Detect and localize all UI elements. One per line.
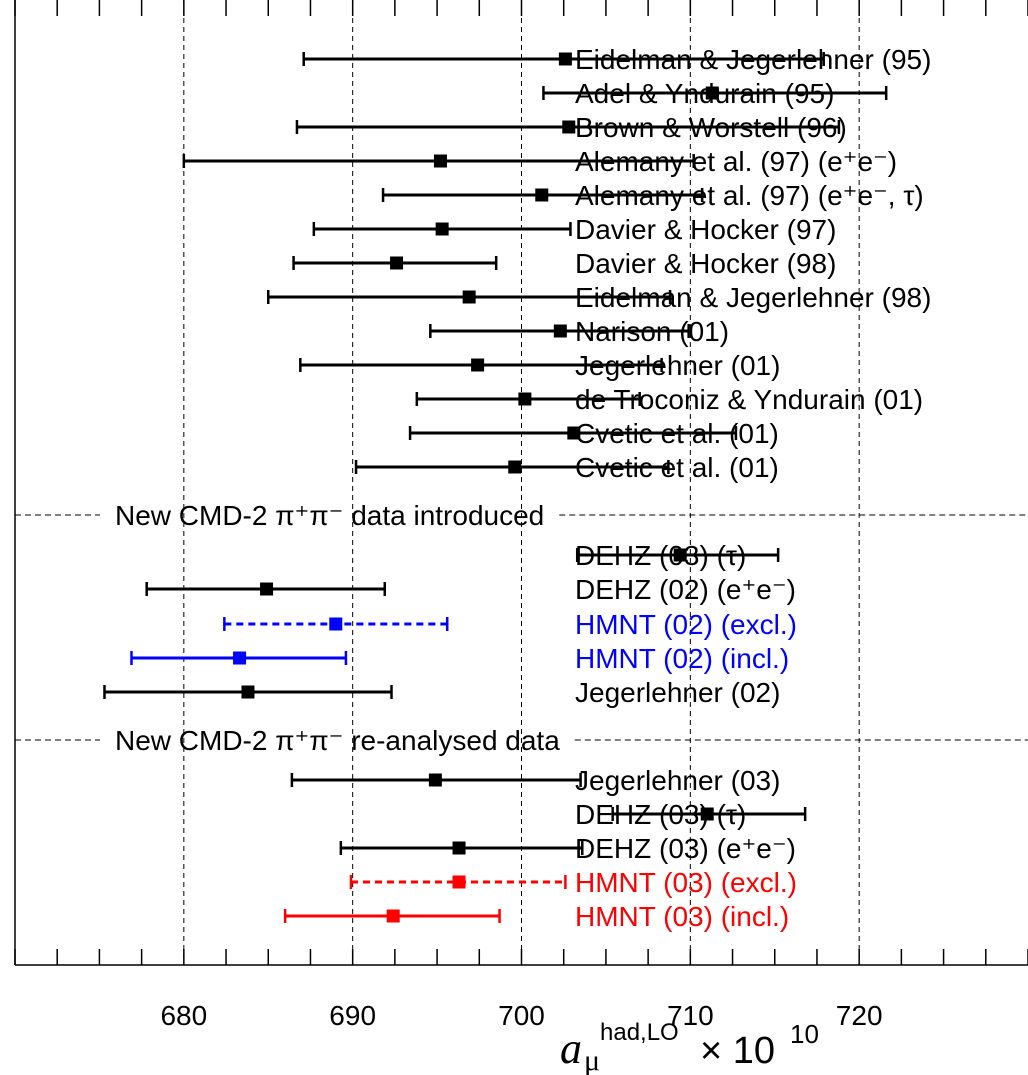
entry-label: Narison (01) bbox=[575, 316, 729, 347]
entry-label: Brown & Worstell (96) bbox=[575, 112, 847, 143]
entry-label: HMNT (02) (excl.) bbox=[575, 609, 797, 640]
entry-label: Eidelman & Jegerlehner (95) bbox=[575, 44, 931, 75]
x-tick-labels: 680 690 700 710 720 bbox=[160, 1000, 882, 1031]
data-point bbox=[452, 841, 466, 855]
entry-label: DEHZ (02) (e⁺e⁻) bbox=[575, 574, 796, 605]
data-point bbox=[386, 909, 400, 923]
data-marks bbox=[103, 52, 888, 923]
data-point bbox=[558, 52, 572, 66]
x-tick-label: 680 bbox=[160, 1000, 207, 1031]
axes bbox=[14, 0, 1028, 966]
data-point bbox=[700, 807, 714, 821]
data-point bbox=[435, 222, 449, 236]
entry-labels: Eidelman & Jegerlehner (95)Adel & Yndura… bbox=[575, 44, 931, 932]
entry-label: Alemany et al. (97) (e⁺e⁻) bbox=[575, 146, 897, 177]
x-tick-label: 700 bbox=[498, 1000, 545, 1031]
x-label-superscript: had,LO bbox=[600, 1019, 679, 1046]
entry-label: HMNT (02) (incl.) bbox=[575, 643, 789, 674]
data-point bbox=[260, 582, 274, 596]
entry-label: Cvetic et al. (01) bbox=[575, 452, 779, 483]
entry-label: HMNT (03) (excl.) bbox=[575, 867, 797, 898]
entry-label: Eidelman & Jegerlehner (98) bbox=[575, 282, 931, 313]
entry-label: DEHZ (03) (τ) bbox=[575, 799, 746, 830]
data-point bbox=[518, 392, 532, 406]
section-separators: New CMD-2 π⁺π⁻ data introduced New CMD-2 … bbox=[15, 500, 1028, 756]
data-point bbox=[508, 460, 522, 474]
data-point bbox=[241, 685, 255, 699]
x-label-subscript: μ bbox=[584, 1044, 600, 1075]
entry-label: Adel & Yndurain (95) bbox=[575, 78, 834, 109]
data-point bbox=[471, 358, 485, 372]
data-point bbox=[462, 290, 476, 304]
data-point bbox=[673, 548, 687, 562]
entry-label: Davier & Hocker (98) bbox=[575, 248, 836, 279]
x-label-times: × 10 bbox=[700, 1030, 775, 1072]
data-point bbox=[553, 324, 567, 338]
entry-label: Alemany et al. (97) (e⁺e⁻, τ) bbox=[575, 180, 924, 211]
x-tick-label: 710 bbox=[667, 1000, 714, 1031]
entry-label: Jegerlehner (01) bbox=[575, 350, 780, 381]
x-tick-label: 720 bbox=[836, 1000, 883, 1031]
entry-label: DEHZ (03) (e⁺e⁻) bbox=[575, 833, 796, 864]
entry-label: de Troconiz & Yndurain (01) bbox=[575, 384, 923, 415]
section-title: New CMD-2 π⁺π⁻ re-analysed data bbox=[115, 725, 560, 756]
data-point bbox=[535, 188, 549, 202]
entry-label: Jegerlehner (02) bbox=[575, 677, 780, 708]
section-title: New CMD-2 π⁺π⁻ data introduced bbox=[115, 500, 544, 531]
entry-label: Davier & Hocker (97) bbox=[575, 214, 836, 245]
data-point bbox=[329, 617, 343, 631]
grid-lines bbox=[183, 0, 860, 965]
entry-label: Jegerlehner (03) bbox=[575, 765, 780, 796]
entry-label: Cvetic et al. (01) bbox=[575, 418, 779, 449]
x-label-symbol: a bbox=[560, 1024, 582, 1073]
entry-label: DEHZ (03) (τ) bbox=[575, 540, 746, 571]
data-point bbox=[705, 86, 719, 100]
data-point bbox=[428, 773, 442, 787]
x-tick-label: 690 bbox=[329, 1000, 376, 1031]
data-point bbox=[452, 875, 466, 889]
data-point bbox=[567, 426, 581, 440]
entry-label: HMNT (03) (incl.) bbox=[575, 901, 789, 932]
data-point bbox=[233, 651, 247, 665]
data-point bbox=[562, 120, 576, 134]
x-label-exponent: 10 bbox=[790, 1019, 819, 1049]
data-point bbox=[390, 256, 404, 270]
data-point bbox=[433, 154, 447, 168]
